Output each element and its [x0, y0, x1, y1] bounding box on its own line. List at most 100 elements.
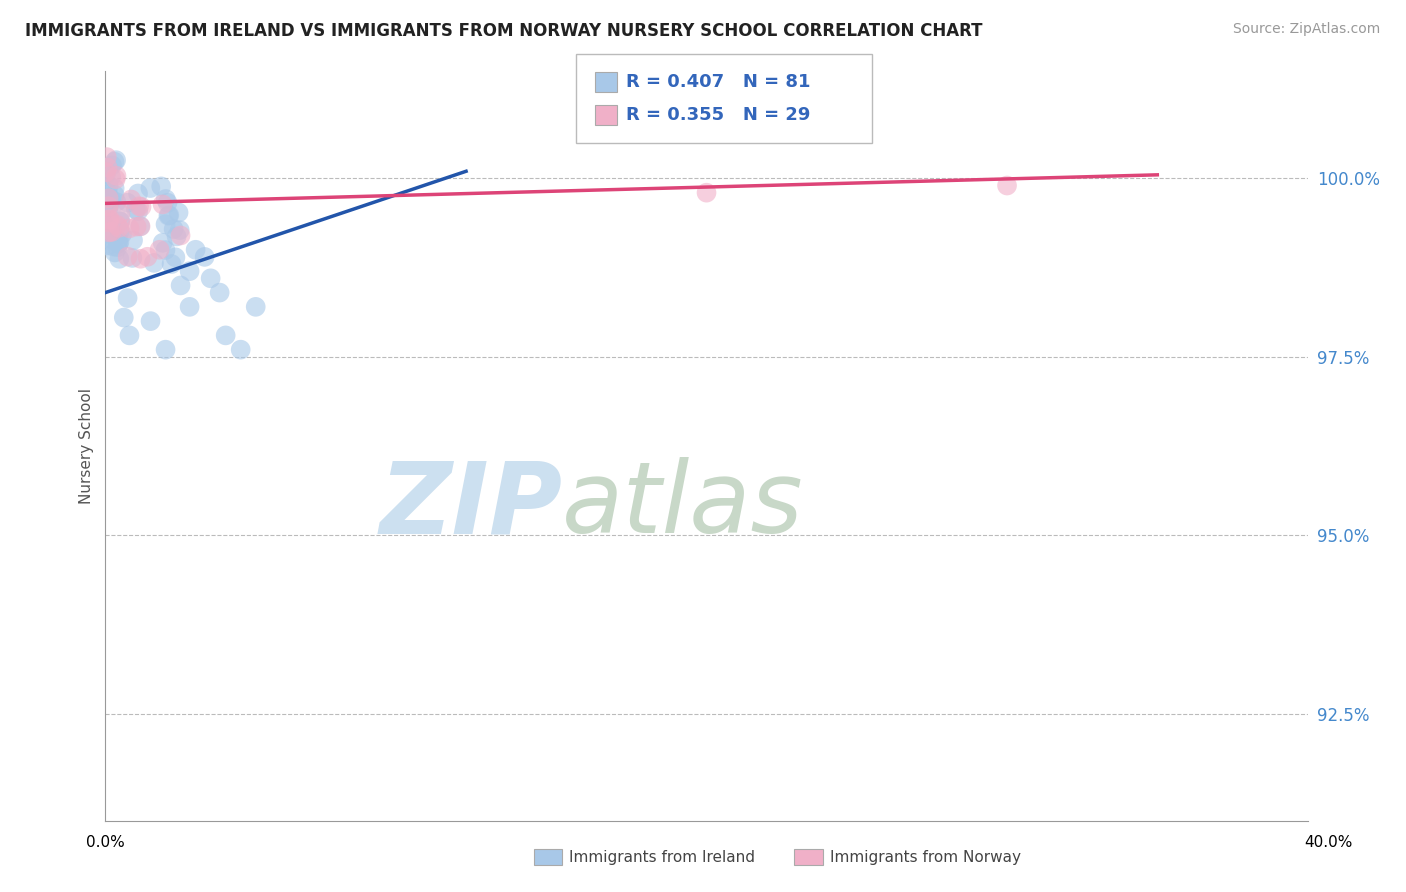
Point	[156, 195, 179, 210]
Point	[136, 250, 159, 264]
Point	[169, 278, 191, 293]
Text: R = 0.407   N = 81: R = 0.407 N = 81	[626, 73, 810, 91]
Point	[100, 192, 122, 206]
Point	[152, 235, 174, 250]
Point	[179, 300, 201, 314]
Point	[97, 161, 120, 175]
Point	[194, 250, 217, 264]
Point	[107, 240, 129, 254]
Point	[214, 328, 236, 343]
Point	[98, 197, 121, 211]
Point	[128, 199, 150, 213]
Point	[97, 179, 120, 194]
Point	[117, 291, 139, 305]
Point	[104, 245, 127, 260]
Point	[122, 233, 145, 247]
Point	[97, 191, 120, 205]
Point	[155, 217, 177, 231]
Point	[166, 229, 188, 244]
Point	[131, 200, 153, 214]
Point	[97, 186, 120, 201]
Point	[97, 215, 120, 229]
Point	[97, 231, 120, 245]
Point	[150, 179, 173, 194]
Point	[100, 169, 122, 184]
Point	[97, 199, 120, 213]
Point	[139, 314, 162, 328]
Point	[208, 285, 231, 300]
Point	[200, 271, 222, 285]
Text: atlas: atlas	[562, 458, 804, 555]
Point	[127, 186, 149, 201]
Point	[112, 310, 135, 325]
Point	[129, 219, 152, 234]
Point	[104, 181, 127, 195]
Point	[169, 228, 191, 243]
Point	[129, 219, 152, 234]
Point	[167, 205, 190, 219]
Point	[157, 209, 180, 223]
Point	[125, 202, 148, 217]
Point	[120, 193, 142, 207]
Text: IMMIGRANTS FROM IRELAND VS IMMIGRANTS FROM NORWAY NURSERY SCHOOL CORRELATION CHA: IMMIGRANTS FROM IRELAND VS IMMIGRANTS FR…	[25, 22, 983, 40]
Y-axis label: Nursery School: Nursery School	[79, 388, 94, 504]
Point	[101, 225, 124, 239]
Point	[97, 238, 120, 252]
Point	[105, 195, 128, 210]
Point	[107, 236, 129, 251]
Point	[108, 235, 131, 249]
Text: 0.0%: 0.0%	[86, 836, 125, 850]
Point	[117, 250, 139, 264]
Point	[97, 202, 120, 216]
Point	[101, 226, 124, 240]
Point	[94, 168, 117, 182]
Point	[110, 207, 132, 221]
Point	[179, 264, 201, 278]
Point	[96, 214, 118, 228]
Point	[117, 195, 139, 210]
Point	[229, 343, 252, 357]
Point	[110, 214, 132, 228]
Point	[118, 221, 141, 235]
Point	[96, 150, 118, 164]
Point	[103, 239, 125, 253]
Point	[104, 172, 127, 186]
Point	[108, 214, 131, 228]
Point	[107, 234, 129, 248]
Text: ZIP: ZIP	[380, 458, 562, 555]
Point	[160, 257, 183, 271]
Point	[108, 224, 131, 238]
Point	[152, 197, 174, 211]
Point	[155, 192, 177, 206]
Point	[98, 226, 121, 240]
Text: 40.0%: 40.0%	[1305, 836, 1353, 850]
Point	[98, 212, 121, 227]
Text: Immigrants from Ireland: Immigrants from Ireland	[569, 850, 755, 864]
Point	[696, 186, 718, 200]
Point	[121, 251, 143, 265]
Point	[184, 243, 207, 257]
Point	[118, 328, 141, 343]
Point	[245, 300, 267, 314]
Point	[98, 194, 121, 209]
Point	[155, 243, 177, 257]
Point	[105, 169, 128, 183]
Point	[108, 252, 131, 266]
Point	[98, 211, 121, 226]
Point	[995, 178, 1018, 193]
Point	[96, 227, 118, 241]
Point	[101, 158, 124, 172]
Point	[157, 208, 180, 222]
Point	[165, 250, 187, 264]
Point	[108, 220, 131, 235]
Point	[129, 252, 152, 266]
Point	[139, 181, 162, 195]
Point	[98, 219, 121, 233]
Point	[155, 343, 177, 357]
Text: R = 0.355   N = 29: R = 0.355 N = 29	[626, 106, 810, 124]
Point	[143, 256, 166, 270]
Point	[111, 227, 134, 241]
Point	[105, 153, 128, 168]
Point	[103, 187, 125, 202]
Text: Immigrants from Norway: Immigrants from Norway	[830, 850, 1021, 864]
